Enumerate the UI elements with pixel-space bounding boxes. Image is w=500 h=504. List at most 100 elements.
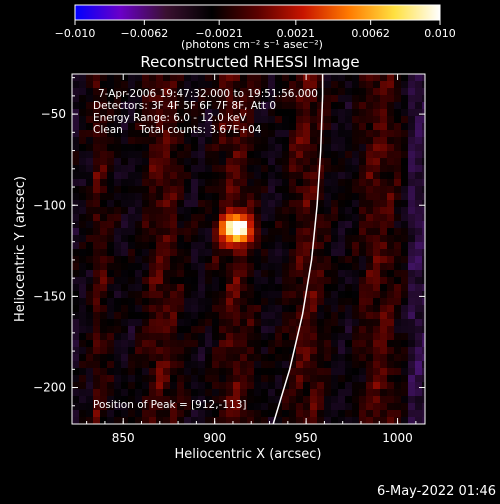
heatmap-cell bbox=[149, 403, 157, 411]
heatmap-cell bbox=[226, 326, 234, 334]
heatmap-cell bbox=[184, 389, 192, 397]
heatmap-cell bbox=[289, 389, 297, 397]
heatmap-cell bbox=[142, 256, 150, 264]
heatmap-cell bbox=[86, 340, 94, 348]
heatmap-cell bbox=[212, 74, 220, 82]
heatmap-cell bbox=[387, 340, 395, 348]
heatmap-cell bbox=[401, 207, 409, 215]
heatmap-cell bbox=[338, 410, 346, 418]
heatmap-cell bbox=[408, 417, 416, 424]
heatmap-cell bbox=[352, 333, 360, 341]
heatmap-cell bbox=[219, 116, 227, 124]
heatmap-cell bbox=[422, 319, 425, 327]
heatmap-cell bbox=[401, 298, 409, 306]
heatmap-cell bbox=[128, 137, 136, 145]
heatmap-cell bbox=[177, 298, 185, 306]
heatmap-cell bbox=[233, 165, 241, 173]
heatmap-cell bbox=[415, 214, 423, 222]
heatmap-cell bbox=[310, 249, 318, 257]
heatmap-cell bbox=[261, 109, 269, 117]
heatmap-cell bbox=[170, 102, 178, 110]
heatmap-cell bbox=[177, 361, 185, 369]
heatmap-cell bbox=[317, 263, 325, 271]
heatmap-cell bbox=[93, 270, 101, 278]
heatmap-cell bbox=[170, 417, 178, 424]
heatmap-cell bbox=[198, 207, 206, 215]
heatmap-cell bbox=[121, 389, 129, 397]
heatmap-cell bbox=[401, 354, 409, 362]
heatmap-cell bbox=[359, 333, 367, 341]
heatmap-cell bbox=[191, 305, 199, 313]
heatmap-cell bbox=[149, 417, 157, 424]
heatmap-cell bbox=[310, 256, 318, 264]
heatmap-cell bbox=[247, 116, 255, 124]
heatmap-cell bbox=[184, 312, 192, 320]
x-tick-label: 850 bbox=[112, 431, 135, 445]
heatmap-cell bbox=[205, 368, 213, 376]
heatmap-cell bbox=[86, 298, 94, 306]
heatmap-cell bbox=[415, 137, 423, 145]
heatmap-cell bbox=[212, 165, 220, 173]
heatmap-cell bbox=[198, 389, 206, 397]
heatmap-cell bbox=[219, 347, 227, 355]
heatmap-cell bbox=[212, 179, 220, 187]
heatmap-cell bbox=[324, 382, 332, 390]
heatmap-cell bbox=[142, 81, 150, 89]
heatmap-cell bbox=[142, 193, 150, 201]
heatmap-cell bbox=[303, 214, 311, 222]
heatmap-cell bbox=[324, 340, 332, 348]
heatmap-cell bbox=[387, 137, 395, 145]
heatmap-cell bbox=[422, 340, 425, 348]
heatmap-cell bbox=[163, 88, 171, 96]
heatmap-cell bbox=[415, 312, 423, 320]
heatmap-cell bbox=[107, 123, 115, 131]
heatmap-cell bbox=[177, 179, 185, 187]
heatmap-cell bbox=[79, 235, 87, 243]
heatmap-cell bbox=[394, 333, 402, 341]
heatmap-cell bbox=[212, 158, 220, 166]
heatmap-cell bbox=[198, 214, 206, 222]
heatmap-cell bbox=[198, 200, 206, 208]
heatmap-cell bbox=[233, 368, 241, 376]
heatmap-cell bbox=[352, 207, 360, 215]
heatmap-cell bbox=[219, 298, 227, 306]
heatmap-cell bbox=[317, 81, 325, 89]
heatmap-cell bbox=[212, 263, 220, 271]
heatmap-cell bbox=[233, 396, 241, 404]
heatmap-cell bbox=[331, 326, 339, 334]
heatmap-cell bbox=[156, 221, 164, 229]
heatmap-cell bbox=[107, 109, 115, 117]
heatmap-cell bbox=[79, 347, 87, 355]
heatmap-cell bbox=[366, 221, 374, 229]
heatmap-cell bbox=[240, 172, 248, 180]
heatmap-cell bbox=[100, 158, 108, 166]
heatmap-cell bbox=[331, 284, 339, 292]
heatmap-cell bbox=[114, 123, 122, 131]
heatmap-cell bbox=[303, 200, 311, 208]
heatmap-cell bbox=[86, 179, 94, 187]
heatmap-cell bbox=[261, 291, 269, 299]
heatmap-cell bbox=[72, 326, 80, 334]
heatmap-cell bbox=[114, 298, 122, 306]
heatmap-cell bbox=[415, 382, 423, 390]
heatmap-cell bbox=[163, 186, 171, 194]
heatmap-cell bbox=[212, 242, 220, 250]
heatmap-cell bbox=[401, 95, 409, 103]
heatmap-cell bbox=[121, 326, 129, 334]
heatmap-cell bbox=[366, 249, 374, 257]
heatmap-cell bbox=[268, 263, 276, 271]
heatmap-cell bbox=[254, 256, 262, 264]
heatmap-cell bbox=[191, 186, 199, 194]
heatmap-cell bbox=[156, 417, 164, 424]
heatmap-cell bbox=[156, 326, 164, 334]
heatmap-cell bbox=[359, 396, 367, 404]
heatmap-cell bbox=[373, 74, 381, 82]
heatmap-cell bbox=[268, 396, 276, 404]
heatmap-cell bbox=[317, 116, 325, 124]
heatmap-cell bbox=[156, 284, 164, 292]
heatmap-cell bbox=[317, 403, 325, 411]
heatmap-cell bbox=[254, 263, 262, 271]
heatmap-cell bbox=[93, 214, 101, 222]
heatmap-cell bbox=[254, 333, 262, 341]
